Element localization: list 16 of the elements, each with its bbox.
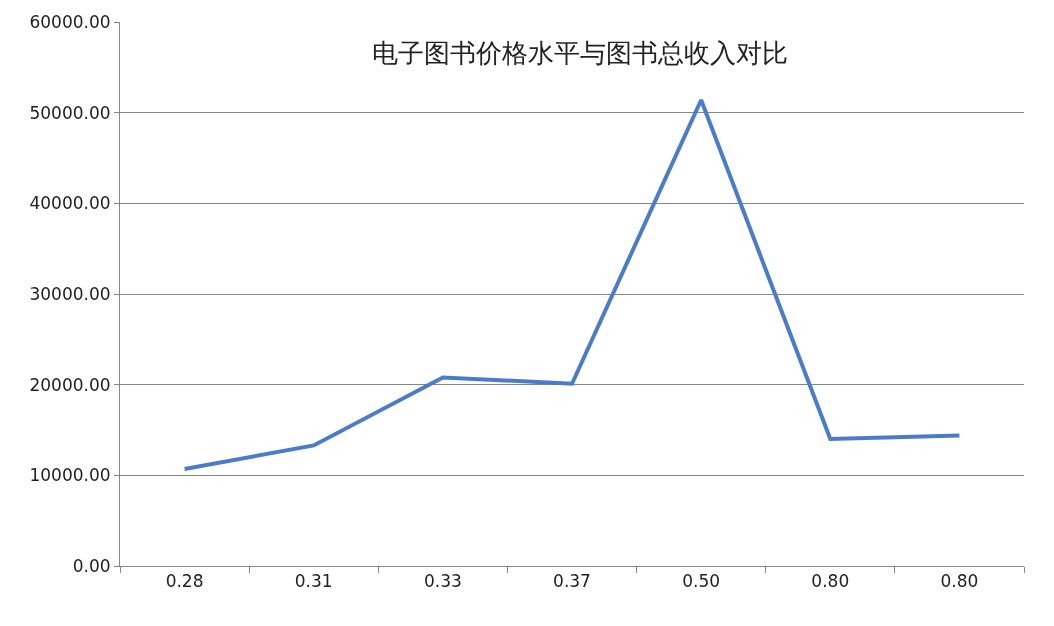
- y-tick-label: 60000.00: [29, 11, 111, 32]
- y-tick-label: 50000.00: [29, 102, 111, 123]
- text: 电子图书价格水平与图书总收入对比: [371, 38, 788, 69]
- x-tick-label: 0.28: [165, 571, 204, 592]
- y-tick-label: 0.00: [72, 555, 111, 576]
- y-tick-label: 20000.00: [29, 374, 111, 395]
- line-series: [182, 97, 962, 471]
- y-tick-label: 30000.00: [29, 283, 111, 304]
- y-tick-label: 40000.00: [29, 193, 111, 214]
- y-tick-label: 10000.00: [29, 465, 111, 486]
- x-tick-label: 0.80: [940, 571, 979, 592]
- x-tick-label: 0.37: [553, 571, 591, 592]
- x-tick-label: 0.31: [294, 571, 333, 592]
- x-tick-label: 0.50: [682, 571, 721, 592]
- x-tick-label: 0.80: [811, 571, 850, 592]
- x-tick-label: 0.33: [423, 571, 462, 592]
